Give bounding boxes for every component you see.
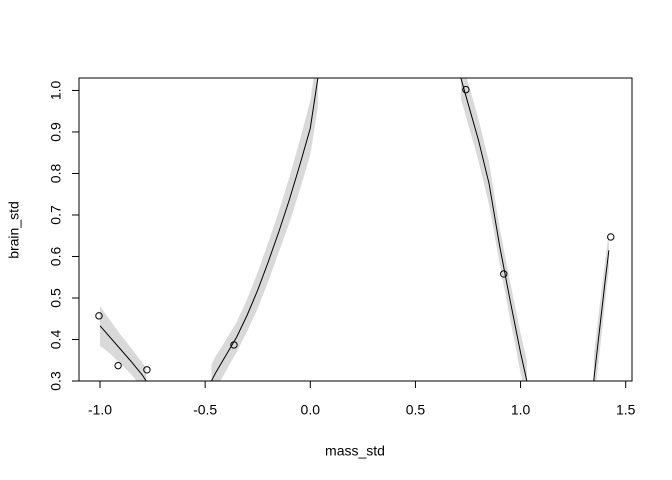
x-tick-label: 1.0 — [511, 402, 531, 418]
plot-frame — [78, 77, 633, 382]
data-point — [114, 361, 122, 370]
x-tick-label: -0.5 — [193, 402, 217, 418]
y-tick-label: 0.9 — [48, 122, 64, 142]
y-axis-label: brain_std — [6, 201, 22, 259]
y-tick-label: 0.7 — [48, 205, 64, 225]
data-point — [230, 341, 238, 349]
x-axis-label: mass_std — [325, 443, 385, 459]
y-tick-label: 0.5 — [48, 288, 64, 308]
x-tick-label: -1.0 — [88, 402, 112, 418]
data-point — [500, 270, 508, 278]
confidence-band — [100, 78, 609, 381]
data-point — [462, 85, 470, 94]
y-tick-label: 0.8 — [48, 164, 64, 184]
plot-area — [99, 78, 610, 381]
x-tick-label: 0.0 — [301, 402, 321, 418]
y-tick-label: 0.3 — [48, 371, 64, 391]
x-tick-label: 0.5 — [406, 402, 426, 418]
y-tick-label: 0.4 — [48, 330, 64, 350]
data-point — [143, 366, 151, 374]
data-point — [607, 233, 615, 241]
y-tick-label: 0.6 — [48, 247, 64, 267]
fit-line — [99, 78, 610, 381]
y-tick-label: 1.0 — [48, 81, 64, 101]
x-tick-label: 1.5 — [616, 402, 636, 418]
data-point — [95, 312, 103, 320]
